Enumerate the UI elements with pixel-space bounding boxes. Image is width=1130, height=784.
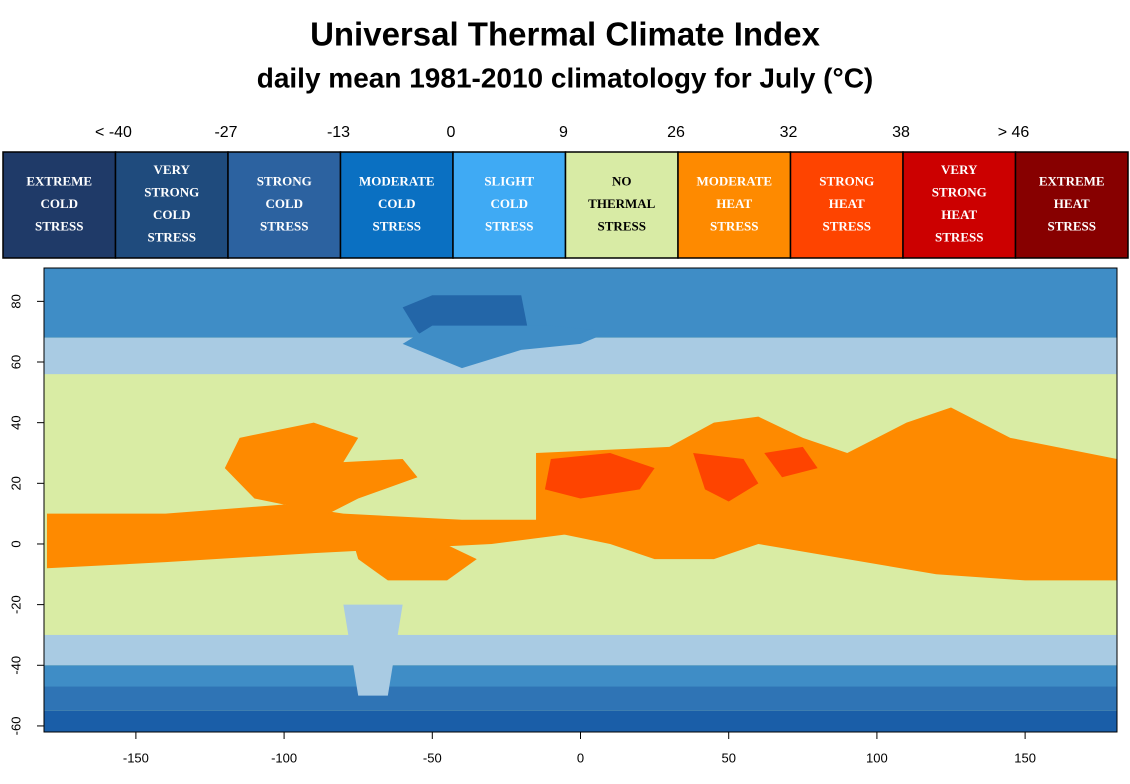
y-tick-label: 0 bbox=[8, 540, 23, 547]
y-tick-label: 80 bbox=[8, 294, 23, 308]
legend-label: COLD bbox=[490, 196, 528, 211]
legend-label: HEAT bbox=[941, 207, 977, 222]
legend-label: STRESS bbox=[373, 218, 421, 233]
hot-region bbox=[544, 452, 655, 499]
y-tick-label: -60 bbox=[8, 717, 23, 736]
legend-box bbox=[1014, 151, 1129, 259]
x-tick-label: -50 bbox=[423, 750, 442, 765]
legend-label: STRONG bbox=[819, 173, 874, 188]
threshold-label: > 46 bbox=[998, 124, 1030, 141]
threshold-label: 32 bbox=[780, 124, 798, 141]
legend-label: STRESS bbox=[935, 230, 983, 245]
x-tick-label: 50 bbox=[721, 750, 735, 765]
legend-label: NO bbox=[612, 173, 632, 188]
threshold-label: 9 bbox=[559, 124, 568, 141]
legend-label: STRESS bbox=[485, 218, 533, 233]
cold-region bbox=[343, 604, 403, 696]
y-tick-label: -40 bbox=[8, 656, 23, 675]
x-tick-label: 0 bbox=[577, 750, 584, 765]
legend-label: COLD bbox=[40, 196, 78, 211]
legend-label: COLD bbox=[378, 196, 416, 211]
legend-label: STRONG bbox=[144, 185, 199, 200]
x-tick-label: -150 bbox=[123, 750, 149, 765]
hot-region bbox=[693, 452, 759, 502]
legend-label: COLD bbox=[153, 207, 191, 222]
climate-band bbox=[44, 634, 1117, 666]
climate-band bbox=[44, 337, 1117, 375]
y-tick-label: -20 bbox=[8, 595, 23, 614]
y-tick-label: 60 bbox=[8, 355, 23, 369]
legend-label: COLD bbox=[265, 196, 303, 211]
title: Universal Thermal Climate Index bbox=[310, 16, 821, 53]
y-tick-label: 40 bbox=[8, 415, 23, 429]
y-tick-label: 20 bbox=[8, 476, 23, 490]
legend-box bbox=[339, 151, 454, 259]
legend-box bbox=[452, 151, 567, 259]
legend-label: EXTREME bbox=[26, 173, 92, 188]
threshold-label: -13 bbox=[327, 124, 350, 141]
hot-region bbox=[764, 446, 818, 478]
legend-label: STRONG bbox=[257, 173, 312, 188]
legend-label: HEAT bbox=[716, 196, 752, 211]
legend-box bbox=[227, 151, 342, 259]
legend-box bbox=[789, 151, 904, 259]
threshold-label: 38 bbox=[892, 124, 910, 141]
legend-box bbox=[902, 151, 1017, 259]
legend-label: SLIGHT bbox=[484, 173, 534, 188]
legend-label: STRESS bbox=[598, 218, 646, 233]
legend-label: STRESS bbox=[148, 230, 196, 245]
threshold-label: < -40 bbox=[95, 124, 132, 141]
subtitle: daily mean 1981-2010 climatology for Jul… bbox=[257, 62, 874, 93]
x-tick-label: 150 bbox=[1014, 750, 1036, 765]
climate-band bbox=[44, 710, 1117, 732]
legend-label: VERY bbox=[941, 162, 978, 177]
legend-label: VERY bbox=[154, 162, 191, 177]
legend-label: THERMAL bbox=[588, 196, 656, 211]
climate-band bbox=[44, 268, 1117, 338]
warm-region bbox=[224, 422, 418, 514]
legend-label: STRESS bbox=[823, 218, 871, 233]
legend-label: STRESS bbox=[710, 218, 758, 233]
warm-region bbox=[536, 407, 1117, 581]
warm-region bbox=[349, 528, 477, 581]
legend-label: STRESS bbox=[260, 218, 308, 233]
warm-band bbox=[46, 504, 611, 569]
legend-box bbox=[564, 151, 679, 259]
x-tick-label: 100 bbox=[866, 750, 888, 765]
legend-label: HEAT bbox=[1054, 196, 1090, 211]
threshold-label: -27 bbox=[214, 124, 237, 141]
climate-band bbox=[44, 686, 1117, 711]
legend-box bbox=[2, 151, 117, 259]
map bbox=[44, 268, 1117, 732]
cold-region bbox=[402, 325, 611, 369]
legend-label: MODERATE bbox=[696, 173, 772, 188]
legend-label: MODERATE bbox=[359, 173, 435, 188]
legend-label: EXTREME bbox=[1039, 173, 1105, 188]
threshold-label: 26 bbox=[667, 124, 685, 141]
legend-box bbox=[677, 151, 792, 259]
x-tick-label: -100 bbox=[271, 750, 297, 765]
legend-box bbox=[114, 151, 229, 259]
climate-band bbox=[44, 665, 1117, 687]
legend-label: HEAT bbox=[829, 196, 865, 211]
legend-label: STRONG bbox=[932, 185, 987, 200]
threshold-label: 0 bbox=[447, 124, 456, 141]
legend-label: STRESS bbox=[1048, 218, 1096, 233]
legend-label: STRESS bbox=[35, 218, 83, 233]
